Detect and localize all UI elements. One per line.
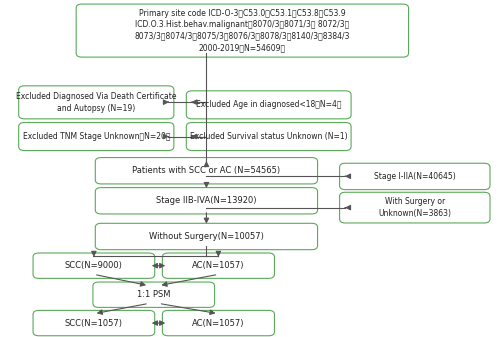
FancyBboxPatch shape [186, 91, 351, 119]
FancyBboxPatch shape [96, 223, 318, 250]
Text: SCC(N=9000): SCC(N=9000) [65, 261, 123, 270]
Text: Stage I-IIA(N=40645): Stage I-IIA(N=40645) [374, 172, 456, 181]
FancyBboxPatch shape [18, 123, 174, 151]
Text: Excluded Survival status Unknown (N=1): Excluded Survival status Unknown (N=1) [190, 132, 348, 141]
FancyBboxPatch shape [162, 310, 274, 336]
FancyBboxPatch shape [162, 253, 274, 278]
FancyBboxPatch shape [186, 123, 351, 151]
FancyBboxPatch shape [18, 86, 174, 119]
FancyBboxPatch shape [340, 192, 490, 223]
FancyBboxPatch shape [340, 163, 490, 190]
Text: Without Surgery(N=10057): Without Surgery(N=10057) [149, 232, 264, 241]
Text: Excluded Age in diagnosed<18（N=4）: Excluded Age in diagnosed<18（N=4） [196, 100, 342, 109]
Text: Excluded Diagnosed Via Death Certificate
and Autopsy (N=19): Excluded Diagnosed Via Death Certificate… [16, 92, 176, 113]
Text: AC(N=1057): AC(N=1057) [192, 261, 244, 270]
Text: With Surgery or
Unknown(N=3863): With Surgery or Unknown(N=3863) [378, 197, 452, 218]
Text: Patients with SCC or AC (N=54565): Patients with SCC or AC (N=54565) [132, 166, 280, 175]
Text: Primary site code ICD-O-3：C53.0、C53.1、C53.8、C53.9
ICD.O.3.Hist.behav.malignant：8: Primary site code ICD-O-3：C53.0、C53.1、C5… [134, 9, 350, 52]
Text: Excluded TNM Stage Unknown（N=20）: Excluded TNM Stage Unknown（N=20） [22, 132, 170, 141]
FancyBboxPatch shape [33, 310, 154, 336]
FancyBboxPatch shape [96, 188, 318, 214]
Text: SCC(N=1057): SCC(N=1057) [65, 318, 123, 328]
FancyBboxPatch shape [33, 253, 154, 278]
Text: 1:1 PSM: 1:1 PSM [137, 290, 170, 299]
FancyBboxPatch shape [93, 282, 214, 307]
FancyBboxPatch shape [76, 4, 408, 57]
Text: Stage IIB-IVA(N=13920): Stage IIB-IVA(N=13920) [156, 196, 256, 205]
FancyBboxPatch shape [96, 158, 318, 184]
Text: AC(N=1057): AC(N=1057) [192, 318, 244, 328]
